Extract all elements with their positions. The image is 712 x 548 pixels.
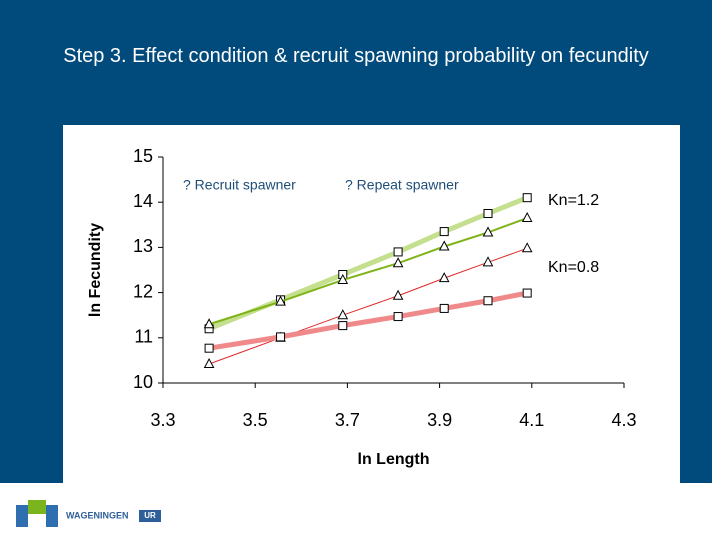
marker [393, 312, 403, 322]
marker [439, 303, 449, 313]
x-tick-label: 4.3 [611, 410, 636, 430]
x-axis-label: ln Length [358, 451, 430, 468]
marker [338, 321, 348, 331]
marker [483, 296, 493, 306]
marker [521, 211, 533, 223]
marker [393, 247, 403, 257]
marker [438, 240, 450, 251]
legend-entry: ? Recruit spawner [183, 177, 296, 193]
annotation: Kn=1.2 [548, 192, 599, 209]
marker [337, 273, 349, 284]
logo-block [28, 500, 46, 514]
y-tick-label: 14 [133, 191, 153, 211]
y-tick-label: 12 [133, 281, 153, 301]
marker [439, 227, 449, 237]
x-tick-label: 3.5 [243, 410, 268, 430]
marker [392, 289, 404, 300]
marker [275, 295, 286, 306]
marker [438, 272, 450, 283]
marker [483, 209, 493, 218]
logo-block [16, 505, 28, 527]
marker [203, 357, 215, 369]
marker [203, 318, 215, 329]
x-tick-label: 3.7 [335, 410, 360, 430]
logo-block [46, 505, 58, 527]
legend-entry: ? Repeat spawner [345, 177, 459, 193]
slide-title: Step 3. Effect condition & recruit spawn… [63, 45, 649, 67]
logo-text: UR [144, 511, 156, 520]
y-tick-label: 11 [134, 327, 153, 347]
marker [482, 226, 494, 237]
marker [521, 242, 533, 253]
marker [482, 256, 494, 267]
marker [522, 288, 532, 298]
logo-box [139, 510, 161, 522]
y-tick-label: 13 [133, 236, 153, 256]
x-tick-label: 3.3 [150, 410, 175, 430]
chart-area [63, 125, 680, 483]
y-tick-label: 10 [133, 372, 153, 392]
x-tick-label: 4.1 [519, 410, 544, 430]
logo-text: WAGENINGEN [66, 510, 129, 520]
marker [337, 309, 349, 320]
x-tick-label: 3.9 [427, 410, 452, 430]
marker [204, 343, 214, 353]
annotation: Kn=0.8 [548, 259, 599, 276]
y-axis-label: ln Fecundity [87, 223, 104, 317]
marker [522, 193, 532, 203]
y-tick-label: 15 [133, 146, 153, 166]
marker [276, 332, 286, 342]
marker [392, 257, 404, 268]
